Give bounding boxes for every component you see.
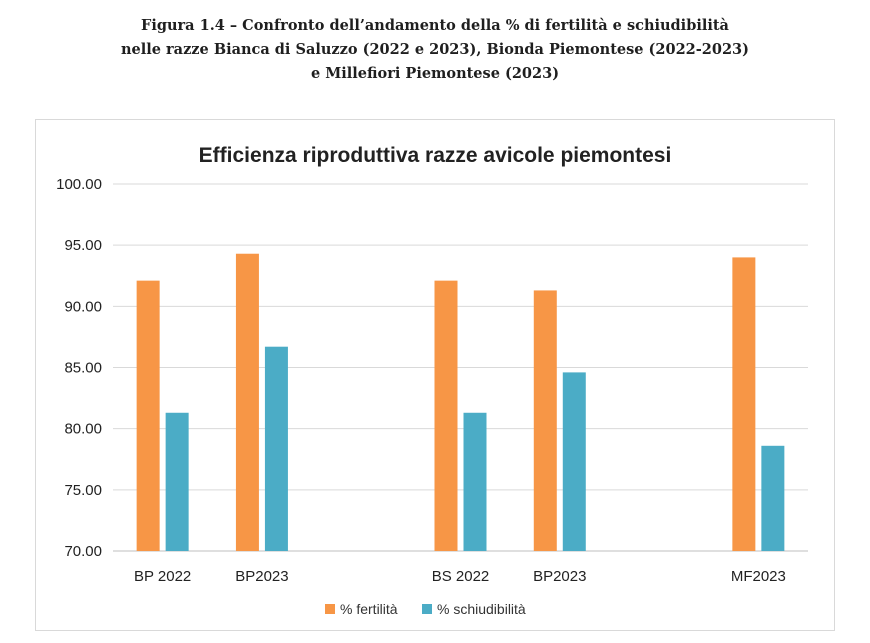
y-tick-label: 85.00 [64, 360, 102, 377]
gridlines [113, 183, 808, 552]
chart-title: Efficienza riproduttiva razze avicole pi… [199, 144, 672, 167]
figure-caption: Figura 1.4 – Confronto dell’andamento de… [0, 14, 870, 86]
x-tick-label: BP2023 [533, 568, 586, 585]
bar-schiudibilita [463, 412, 487, 551]
legend-label: % fertilità [340, 601, 398, 617]
y-tick-label: 75.00 [64, 482, 102, 499]
bar-fertilita [533, 290, 557, 551]
bar-fertilita [434, 280, 458, 551]
x-tick-label: BP 2022 [134, 568, 191, 585]
bar-schiudibilita [165, 412, 189, 551]
x-tick-label: BS 2022 [432, 568, 490, 585]
legend-swatch [325, 604, 335, 614]
bar-schiudibilita [562, 372, 586, 551]
caption-line-1: Figura 1.4 – Confronto dell’andamento de… [141, 17, 729, 34]
y-tick-label: 100.00 [56, 176, 102, 193]
caption-line-2: nelle razze Bianca di Saluzzo (2022 e 20… [120, 41, 750, 58]
y-tick-label: 90.00 [64, 298, 102, 315]
y-axis-ticks: 70.00 75.00 80.00 85.00 90.00 95.00 100.00 [56, 176, 102, 560]
legend-swatch [422, 604, 432, 614]
bars [136, 253, 785, 552]
bar-fertilita [136, 280, 160, 551]
y-tick-label: 80.00 [64, 421, 102, 438]
legend-label: % schiudibilità [437, 601, 526, 617]
bar-fertilita [732, 257, 756, 551]
bar-schiudibilita [761, 445, 785, 551]
x-tick-label: MF2023 [731, 568, 786, 585]
y-tick-label: 95.00 [64, 237, 102, 254]
x-tick-label: BP2023 [235, 568, 288, 585]
y-tick-label: 70.00 [64, 543, 102, 560]
caption-line-3: e Millefiori Piemontese (2023) [310, 65, 560, 82]
bar-fertilita [235, 253, 259, 552]
x-axis-ticks: BP 2022 BP2023 BS 2022 BP2023 MF2023 [134, 568, 786, 585]
legend: % fertilità % schiudibilità [325, 601, 526, 617]
bar-schiudibilita [264, 346, 288, 551]
